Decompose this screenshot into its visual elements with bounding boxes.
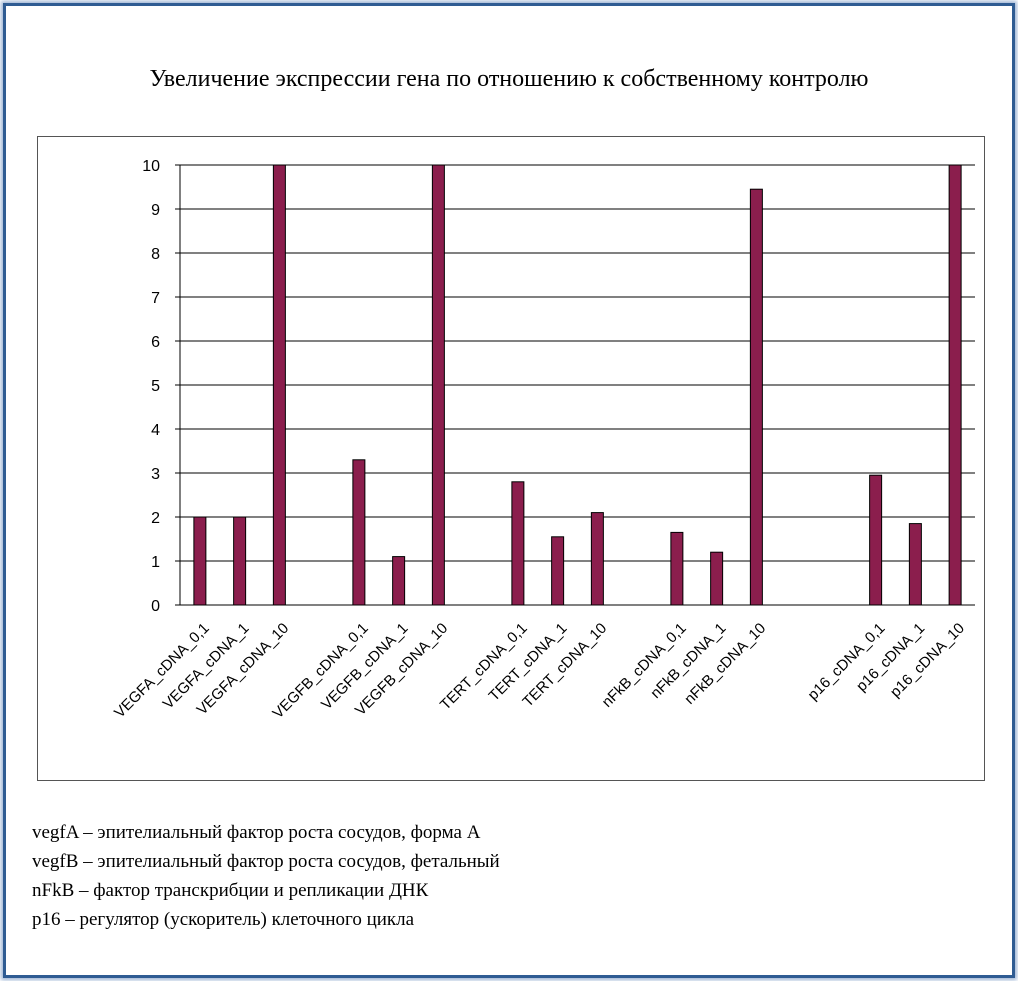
y-tick-label: 4 bbox=[151, 422, 160, 439]
y-tick-label: 10 bbox=[142, 158, 160, 175]
bar bbox=[749, 188, 763, 606]
bar bbox=[193, 516, 207, 606]
chart-area bbox=[37, 136, 985, 781]
bar bbox=[431, 164, 445, 606]
y-tick-label: 8 bbox=[151, 246, 160, 263]
bar bbox=[392, 556, 406, 606]
bar bbox=[710, 551, 724, 606]
bar bbox=[233, 516, 247, 606]
bar bbox=[908, 523, 922, 606]
y-tick-label: 9 bbox=[151, 202, 160, 219]
bar bbox=[272, 164, 286, 606]
y-tick-label: 3 bbox=[151, 466, 160, 483]
legend-line-vegfb: vegfB – эпителиальный фактор роста сосуд… bbox=[32, 851, 500, 872]
bar bbox=[670, 531, 684, 606]
bar bbox=[869, 474, 883, 606]
legend-line-vegfa: vegfA – эпителиальный фактор роста сосуд… bbox=[32, 822, 481, 843]
y-tick-label: 5 bbox=[151, 378, 160, 395]
y-tick-label: 1 bbox=[151, 554, 160, 571]
y-tick-label: 0 bbox=[151, 598, 160, 615]
legend-line-p16: p16 – регулятор (ускоритель) клеточного … bbox=[32, 909, 415, 930]
y-tick-label: 6 bbox=[151, 334, 160, 351]
chart-title: Увеличение экспрессии гена по отношению … bbox=[149, 66, 869, 92]
y-tick-label: 2 bbox=[151, 510, 160, 527]
y-tick-label: 7 bbox=[151, 290, 160, 307]
bar bbox=[948, 164, 962, 606]
bar bbox=[511, 481, 525, 606]
legend: vegfA – эпителиальный фактор роста сосуд… bbox=[32, 818, 500, 934]
bar bbox=[352, 459, 366, 606]
legend-line-nfkb: nFkB – фактор транскрибции и репликации … bbox=[32, 880, 429, 901]
bar bbox=[590, 512, 604, 606]
bar bbox=[551, 536, 565, 606]
